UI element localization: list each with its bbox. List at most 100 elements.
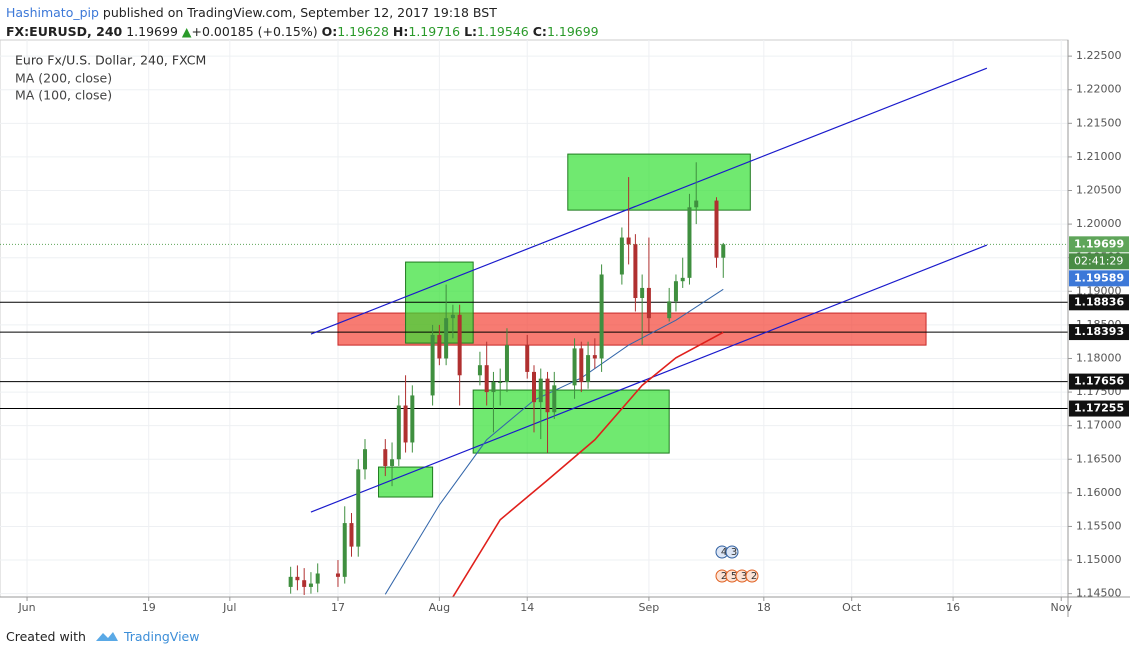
- candle-body: [444, 318, 449, 359]
- x-tick-label: Jul: [222, 601, 236, 614]
- candle-body: [308, 583, 313, 587]
- event-count: 2: [751, 571, 757, 582]
- x-tick-label: 14: [520, 601, 534, 614]
- y-tick-label: 1.22000: [1076, 83, 1122, 96]
- ohlc: O:1.19628 H:1.19716 L:1.19546 C:1.19699: [322, 24, 603, 39]
- moving-average: [384, 288, 724, 595]
- trend-line: [310, 67, 988, 335]
- y-tick-label: 1.20500: [1076, 184, 1122, 197]
- y-tick-label: 1.16000: [1076, 486, 1122, 499]
- x-tick-label: Sep: [639, 601, 660, 614]
- zone: [472, 389, 670, 454]
- level-label: 1.17656: [1074, 375, 1124, 388]
- candle-body: [335, 573, 340, 577]
- published: published on TradingView.com, September …: [98, 5, 497, 20]
- x-tick-label: Aug: [429, 601, 450, 614]
- candle-body: [403, 405, 408, 443]
- event-badge: [745, 569, 759, 583]
- x-tick-label: 17: [331, 601, 345, 614]
- moving-average: [452, 331, 724, 597]
- y-tick-label: 1.14500: [1076, 587, 1122, 600]
- ohlc-label: O:: [321, 24, 338, 39]
- candle-body: [383, 449, 388, 466]
- level-box: [1069, 373, 1129, 390]
- candle-body: [349, 523, 354, 547]
- chart: Euro Fx/U.S. Dollar, 240, FXCM MA (200, …: [0, 39, 1130, 617]
- candle-body: [714, 200, 719, 258]
- level-label: 1.18393: [1074, 325, 1124, 338]
- candle-body: [633, 244, 638, 299]
- candle-body: [538, 378, 543, 403]
- event-count: 4: [721, 547, 727, 558]
- last: 1.19699: [126, 24, 178, 39]
- candle-body: [572, 348, 577, 386]
- zone: [567, 153, 751, 211]
- candle-body: [626, 237, 631, 245]
- ohlc-value: 1.19699: [546, 24, 599, 39]
- candle-body: [687, 207, 692, 278]
- x-tick-label: Oct: [842, 601, 862, 614]
- x-tick-label: 19: [142, 601, 156, 614]
- level-box: [1069, 324, 1129, 341]
- trend-line: [310, 244, 988, 513]
- candle-body: [457, 314, 462, 376]
- chart-title: Euro Fx/U.S. Dollar, 240, FXCM: [15, 53, 206, 68]
- y-tick-label: 1.15000: [1076, 553, 1122, 566]
- x-tick-label: 18: [757, 601, 771, 614]
- y-tick-label: 1.17000: [1076, 419, 1122, 432]
- arrow: ▲: [181, 24, 192, 39]
- bid-price-label: 1.19589: [1074, 271, 1124, 284]
- created: Created with: [6, 629, 86, 644]
- plot: [0, 40, 1068, 597]
- x-tick-label: Jun: [17, 601, 35, 614]
- candle-body: [532, 371, 536, 403]
- legend-entry: MA (200, close): [15, 71, 112, 86]
- level-box: [1069, 400, 1129, 417]
- candle-body: [673, 281, 678, 302]
- x-tick-label: 16: [946, 601, 960, 614]
- symbol: FX:EURUSD, 240: [6, 24, 123, 39]
- ohlc-label: H:: [392, 24, 409, 39]
- y-tick-label: 1.22500: [1076, 49, 1122, 62]
- level-label: 1.17255: [1074, 402, 1124, 415]
- candle-body: [484, 365, 489, 393]
- quote-line: FX:EURUSD, 240 1.19699 ▲+0.00185 (+0.15%…: [6, 22, 603, 41]
- countdown: 02:41:29: [1074, 254, 1123, 267]
- legend-entry: MA (100, close): [15, 88, 112, 103]
- ohlc-value: 1.19546: [477, 24, 529, 39]
- ohlc-label: C:: [532, 24, 547, 39]
- candle-body: [680, 277, 685, 282]
- brand[interactable]: TradingView: [123, 629, 200, 644]
- candle-body: [302, 580, 307, 587]
- candle-body: [342, 523, 347, 577]
- x-tick-label: Nov: [1051, 601, 1073, 614]
- candle-body: [599, 274, 604, 359]
- event-count: 3: [741, 571, 747, 582]
- candle-body: [545, 378, 550, 413]
- author[interactable]: Hashimato_pip: [6, 5, 99, 20]
- candle-body: [579, 348, 584, 382]
- candle-body: [694, 200, 699, 208]
- event-badge: [725, 545, 739, 559]
- event-count: 5: [731, 571, 737, 582]
- ohlc-value: 1.19628: [337, 24, 389, 39]
- candle-body: [619, 237, 624, 275]
- candle-body: [356, 469, 361, 547]
- y-tick-label: 1.20000: [1076, 217, 1122, 230]
- candle-body: [477, 365, 482, 376]
- candle-body: [586, 355, 591, 382]
- candle-body: [552, 385, 557, 413]
- event-count: 2: [721, 571, 727, 582]
- candle-body: [295, 576, 300, 581]
- publish-line: Hashimato_pip published on TradingView.c…: [6, 3, 603, 22]
- candle-body: [525, 345, 530, 372]
- candle-body: [491, 381, 496, 393]
- y-tick-label: 1.18000: [1076, 351, 1122, 364]
- y-tick-label: 1.21500: [1076, 116, 1122, 129]
- candle-body: [363, 449, 368, 470]
- candle-body: [721, 244, 726, 258]
- candle-body: [315, 573, 320, 584]
- countdown-box: [1069, 253, 1129, 270]
- candle-body: [430, 334, 435, 396]
